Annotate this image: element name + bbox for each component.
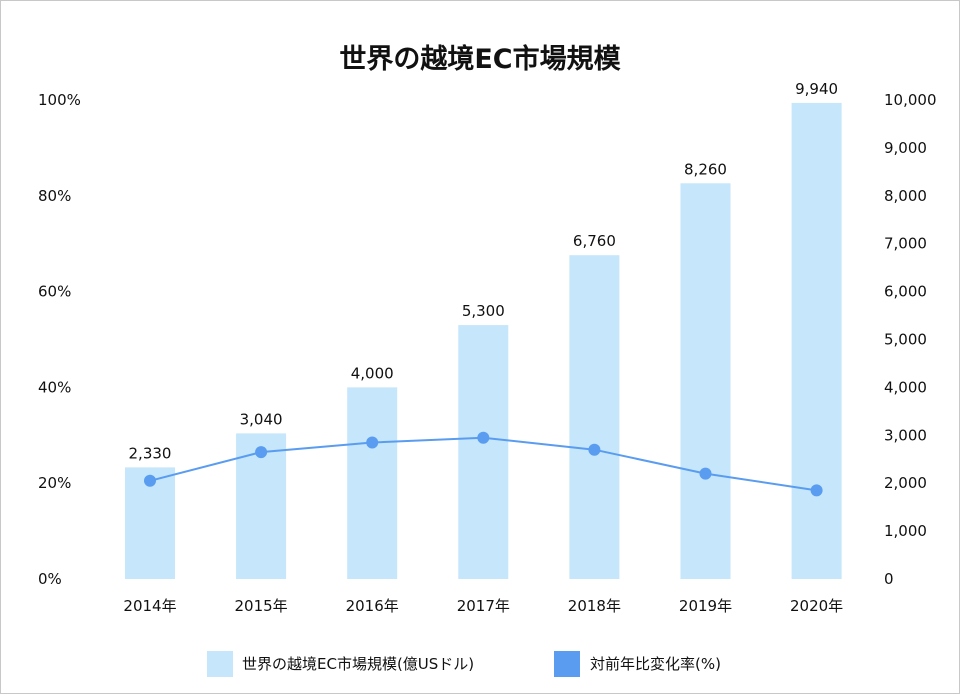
line-point-2015年 <box>255 446 268 459</box>
bar-value-label: 6,760 <box>573 232 616 250</box>
bar-2020年 <box>791 102 842 580</box>
right-tick-label: 6,000 <box>884 283 927 301</box>
x-tick-label: 2020年 <box>790 597 843 615</box>
legend-label-bars: 世界の越境EC市場規模(億USドル) <box>242 655 474 673</box>
bar-2017年 <box>458 325 509 579</box>
bar-value-label: 9,940 <box>795 80 838 98</box>
right-tick-label: 9,000 <box>884 139 927 157</box>
bar-2016年 <box>347 387 398 579</box>
right-tick-label: 1,000 <box>884 522 927 540</box>
left-tick-label: 0% <box>38 570 62 588</box>
x-tick-label: 2017年 <box>457 597 510 615</box>
right-tick-label: 7,000 <box>884 235 927 253</box>
bar-value-label: 3,040 <box>240 410 283 428</box>
x-tick-label: 2018年 <box>568 597 621 615</box>
right-tick-label: 2,000 <box>884 474 927 492</box>
right-axis: 0 1,000 2,000 3,000 4,000 5,000 6,000 7,000 8,00… <box>884 91 937 588</box>
bar-value-label: 2,330 <box>129 444 172 462</box>
bar-value-label: 8,260 <box>684 160 727 178</box>
chart-title: 世界の越境EC市場規模 <box>339 43 620 75</box>
right-tick-label: 3,000 <box>884 426 927 444</box>
x-tick-label: 2019年 <box>679 597 732 615</box>
left-tick-label: 80% <box>38 187 71 205</box>
right-tick-label: 5,000 <box>884 331 927 349</box>
bar-2018年 <box>569 255 620 579</box>
left-tick-label: 60% <box>38 283 71 301</box>
legend-label-line: 対前年比変化率(%) <box>590 655 721 673</box>
right-tick-label: 0 <box>884 570 894 588</box>
line-point-2016年 <box>366 436 379 449</box>
legend: 世界の越境EC市場規模(億USドル) 対前年比変化率(%) <box>207 651 721 677</box>
line-point-2019年 <box>699 467 712 480</box>
left-axis: 0% 20% 40% 60% 80% 100% <box>38 91 81 588</box>
x-tick-label: 2016年 <box>346 597 399 615</box>
right-tick-label: 8,000 <box>884 187 927 205</box>
x-tick-label: 2014年 <box>123 597 176 615</box>
line-layer <box>144 431 823 497</box>
left-tick-label: 100% <box>38 91 81 109</box>
line-point-2014年 <box>144 474 156 487</box>
legend-swatch-bars <box>207 651 233 677</box>
legend-swatch-line <box>554 651 580 677</box>
bar-2019年 <box>680 183 731 580</box>
left-tick-label: 20% <box>38 474 71 492</box>
x-tick-label: 2015年 <box>235 597 288 615</box>
data-labels: 2,330 3,040 4,000 5,300 6,760 8,260 9,940 <box>129 80 839 462</box>
x-axis: 2014年 2015年 2016年 2017年 2018年 2019年 2020年 <box>123 597 843 615</box>
right-tick-label: 10,000 <box>884 91 937 109</box>
line-point-2020年 <box>810 484 823 497</box>
line-point-2017年 <box>477 431 490 444</box>
line-point-2018年 <box>588 443 601 456</box>
right-tick-label: 4,000 <box>884 378 927 396</box>
bar-value-label: 5,300 <box>462 302 505 320</box>
bars-layer <box>125 102 842 580</box>
left-tick-label: 40% <box>38 378 71 396</box>
bar-value-label: 4,000 <box>351 364 394 382</box>
